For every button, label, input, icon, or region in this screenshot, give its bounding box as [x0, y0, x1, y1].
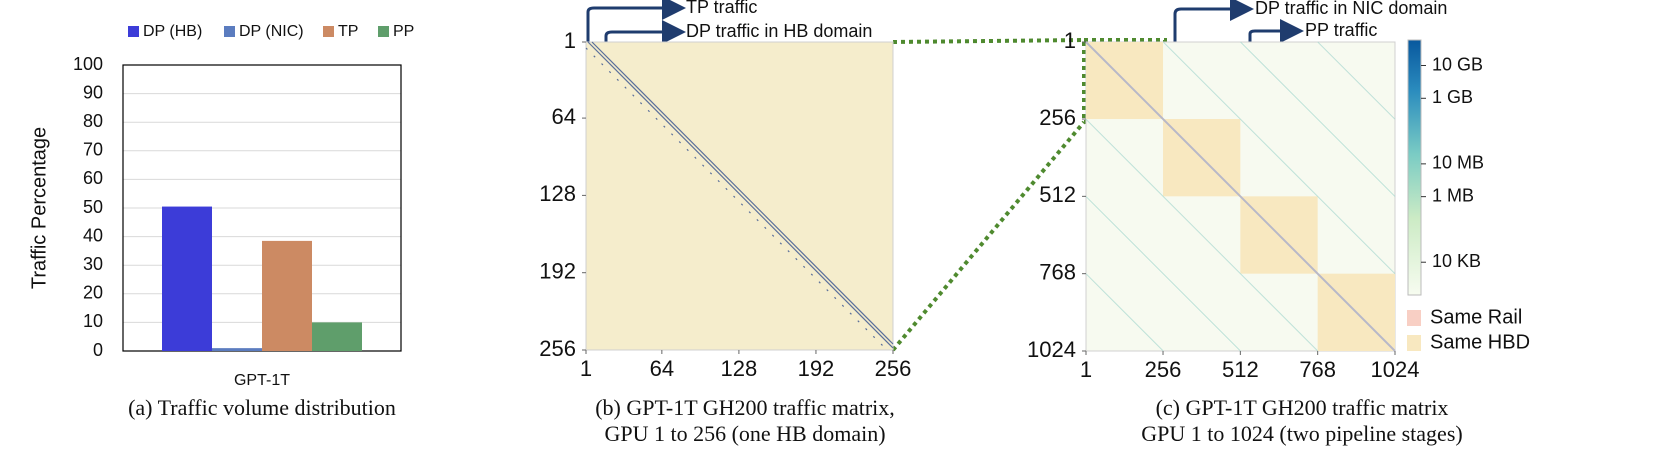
diagonal — [591, 41, 894, 345]
colorbar-label: 10 MB — [1432, 153, 1484, 173]
annotation: DP traffic in NIC domain — [1255, 0, 1447, 18]
y-tick-label: 1 — [1064, 28, 1076, 53]
colorbar-label: 10 KB — [1432, 251, 1481, 271]
legend-label: PP — [393, 23, 414, 40]
y-tick-label: 64 — [552, 104, 576, 129]
x-tick-label: 192 — [798, 356, 835, 381]
x-tick-label: GPT-1T — [234, 372, 290, 389]
arrows — [586, 0, 1304, 56]
diagonal — [1085, 196, 1241, 352]
legend-label: DP (NIC) — [239, 23, 304, 40]
y-tick-label: 100 — [73, 54, 103, 74]
y-tick-label: 1024 — [1027, 337, 1076, 362]
diagonal — [1085, 41, 1396, 352]
diagonal — [1317, 41, 1396, 120]
y-axis-label: Traffic Percentage — [28, 127, 50, 289]
legend-swatch — [1407, 310, 1421, 326]
caption: (a) Traffic volume distribution — [128, 395, 396, 420]
matrix-background — [585, 41, 894, 351]
x-tick-label: 1 — [580, 356, 592, 381]
colorbar-label: 10 GB — [1432, 54, 1483, 74]
legend-label: DP (HB) — [143, 23, 202, 40]
y-tick-label: 30 — [83, 254, 103, 274]
y-tick-label: 80 — [83, 111, 103, 131]
annotation: TP traffic — [686, 0, 757, 17]
legend-label: Same HBD — [1430, 331, 1530, 353]
x-tick-label: 128 — [721, 356, 758, 381]
diagonal — [1240, 41, 1396, 197]
y-tick-label: 128 — [539, 181, 576, 206]
annotation: DP traffic in HB domain — [686, 21, 872, 41]
x-tick-label: 256 — [1145, 357, 1182, 382]
y-tick-label: 60 — [83, 168, 103, 188]
y-tick-label: 1 — [564, 28, 576, 53]
caption: GPU 1 to 1024 (two pipeline stages) — [1141, 421, 1462, 446]
legend-label: TP — [338, 23, 358, 40]
legend-swatch — [1407, 335, 1421, 351]
y-tick-label: 192 — [539, 259, 576, 284]
diagonal — [1162, 41, 1396, 275]
legend-label: Same Rail — [1430, 306, 1522, 328]
x-tick-label: 1024 — [1371, 357, 1420, 382]
y-tick-label: 70 — [83, 140, 103, 160]
y-tick-label: 768 — [1039, 259, 1076, 284]
x-tick-label: 768 — [1299, 357, 1336, 382]
y-tick-label: 256 — [539, 336, 576, 361]
caption: GPU 1 to 256 (one HB domain) — [604, 421, 885, 446]
annotation: PP traffic — [1305, 20, 1377, 40]
diagonal — [587, 41, 894, 349]
bar — [162, 206, 212, 351]
y-tick-label: 10 — [83, 311, 103, 331]
caption: (b) GPT-1T GH200 traffic matrix, — [595, 395, 895, 420]
bar — [262, 240, 312, 351]
x-tick-label: 64 — [650, 356, 674, 381]
colorbar — [1407, 39, 1422, 296]
colorbar-label: 1 GB — [1432, 87, 1473, 107]
y-tick-label: 50 — [83, 197, 103, 217]
y-tick-label: 0 — [93, 340, 103, 360]
legend-swatch — [224, 26, 235, 37]
legend-swatch — [323, 26, 334, 37]
x-tick-label: 256 — [875, 356, 912, 381]
y-tick-label: 90 — [83, 82, 103, 102]
y-tick-label: 256 — [1039, 105, 1076, 130]
bar — [212, 348, 262, 351]
y-tick-label: 512 — [1039, 182, 1076, 207]
diagonal — [1085, 273, 1164, 352]
y-tick-label: 40 — [83, 225, 103, 245]
y-tick-label: 20 — [83, 283, 103, 303]
diagonal — [1085, 118, 1319, 352]
colorbar-label: 1 MB — [1432, 185, 1474, 205]
legend-swatch — [378, 26, 389, 37]
x-tick-label: 1 — [1080, 357, 1092, 382]
caption: (c) GPT-1T GH200 traffic matrix — [1156, 395, 1449, 420]
bar — [312, 322, 362, 351]
x-tick-label: 512 — [1222, 357, 1259, 382]
legend-swatch — [128, 26, 139, 37]
